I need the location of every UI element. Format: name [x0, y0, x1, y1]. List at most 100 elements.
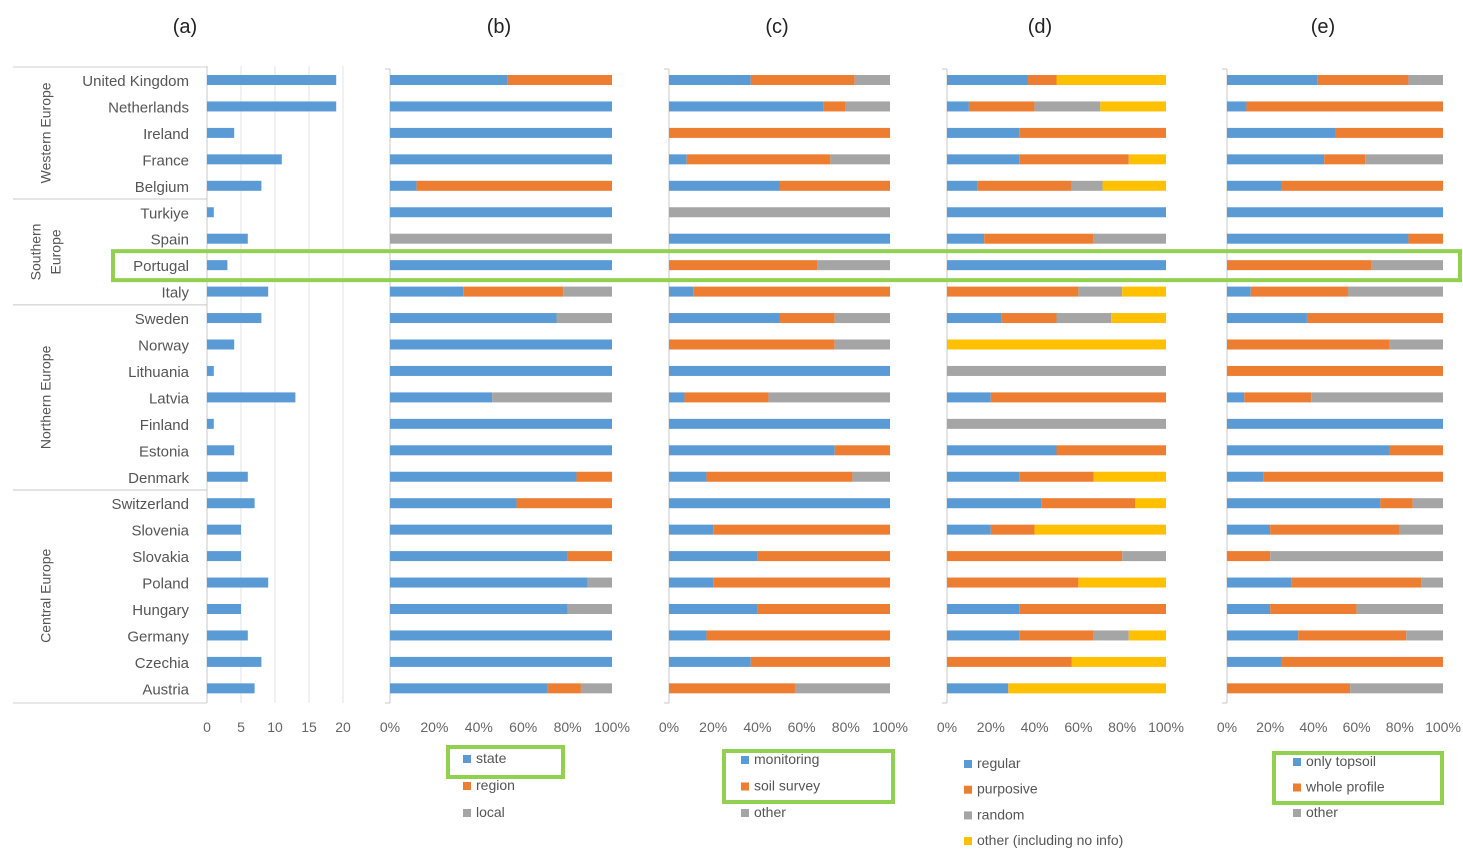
x-tick-label: 80%	[832, 719, 860, 735]
bar-segment	[1227, 260, 1372, 271]
bar-segment	[947, 551, 1123, 562]
legend-swatch	[1293, 809, 1301, 817]
bar-segment	[977, 180, 1072, 191]
bar-segment	[1028, 75, 1057, 85]
legend-swatch	[1293, 783, 1301, 792]
legend-label: only topsoil	[1306, 753, 1376, 769]
bar-segment	[1071, 180, 1103, 191]
bar-segment	[684, 392, 769, 403]
bar-segment	[563, 286, 612, 297]
bar-segment	[947, 445, 1057, 456]
bar	[207, 339, 235, 350]
bar-segment	[1408, 75, 1443, 85]
bar	[207, 524, 241, 535]
bar	[207, 286, 269, 297]
bar-segment	[817, 260, 890, 271]
bar-segment	[947, 286, 1079, 297]
country-label: Finland	[140, 417, 189, 434]
country-label: Portugal	[133, 258, 189, 275]
bar-segment	[416, 180, 612, 191]
bar-segment	[390, 524, 612, 535]
highlight-legend-c	[722, 749, 895, 804]
legend-label: region	[476, 777, 515, 793]
bar-segment	[1071, 656, 1166, 667]
bar	[207, 471, 248, 482]
bar-segment	[556, 313, 612, 324]
bar-segment	[669, 524, 714, 535]
bar-segment	[1041, 498, 1136, 509]
x-tick-label: 80%	[554, 719, 582, 735]
bar-segment	[947, 604, 1020, 614]
bar-segment	[1227, 233, 1409, 244]
bar-segment	[669, 471, 707, 482]
bar-segment	[1019, 630, 1094, 641]
bar-segment	[1298, 630, 1407, 641]
x-tick-label: 40%	[1299, 719, 1327, 735]
bar-segment	[947, 656, 1072, 667]
bar-segment	[1008, 683, 1166, 694]
bar-segment	[567, 604, 612, 614]
bar-segment	[1128, 630, 1166, 641]
bar-segment	[1371, 260, 1443, 271]
bar-segment	[947, 577, 1079, 588]
bar-segment	[1317, 75, 1409, 85]
legend-swatch	[463, 755, 471, 763]
x-tick-label: 0%	[937, 719, 957, 735]
bar-segment	[1100, 101, 1166, 112]
bar	[207, 154, 282, 165]
bar-segment	[669, 101, 824, 112]
bar-segment	[669, 498, 890, 509]
bar-segment	[390, 286, 464, 297]
panel-c: (c) 0% 20% 40% 60% 80% 100% monitoring soil surv…	[659, 16, 908, 820]
legend-label: other	[1306, 804, 1338, 820]
bar-segment	[1227, 524, 1271, 535]
panel-e-title: (e)	[1311, 16, 1335, 38]
bar	[207, 260, 228, 271]
bar-segment	[1227, 604, 1271, 614]
bar-segment	[669, 418, 890, 429]
bar-segment	[947, 154, 1020, 165]
bar-segment	[576, 471, 612, 482]
bar	[207, 683, 255, 694]
legend-label: purposive	[977, 781, 1038, 797]
bar	[207, 233, 248, 244]
bar-segment	[750, 75, 855, 85]
x-tick-label: 60%	[509, 719, 537, 735]
bar-segment	[669, 75, 751, 85]
bar-segment	[1227, 418, 1443, 429]
bar	[207, 577, 269, 588]
bar-segment	[1001, 313, 1057, 324]
x-tick-label: 20%	[420, 719, 448, 735]
bar-segment	[1093, 630, 1129, 641]
bar-segment	[845, 101, 890, 112]
bar-segment	[1246, 101, 1443, 112]
x-tick-label: 0	[203, 719, 211, 735]
highlights	[111, 249, 1462, 805]
bar-segment	[669, 339, 835, 350]
x-tick-label: 60%	[1064, 719, 1092, 735]
bar-segment	[390, 683, 548, 694]
bar-segment	[947, 392, 991, 403]
bar-segment	[1281, 180, 1443, 191]
bar-segment	[669, 683, 795, 694]
panel-a-title: (a)	[173, 16, 197, 38]
x-tick-label: 0%	[380, 719, 400, 735]
bar-segment	[390, 656, 612, 667]
country-label: Germany	[127, 628, 189, 645]
bar-segment	[1227, 683, 1351, 694]
country-label: Hungary	[132, 602, 189, 619]
bar-segment	[390, 445, 612, 456]
bar-segment	[390, 471, 577, 482]
bar-segment	[947, 339, 1166, 350]
bar-segment	[794, 683, 890, 694]
country-label: Latvia	[149, 390, 190, 407]
bar-segment	[669, 445, 835, 456]
legend-label: regular	[977, 755, 1021, 771]
bar-segment	[390, 233, 612, 244]
legend-swatch	[964, 760, 972, 768]
highlight-legend-e	[1272, 751, 1444, 805]
x-tick-label: 10	[267, 719, 283, 735]
bar	[207, 101, 337, 112]
bar-segment	[1347, 286, 1443, 297]
bar-segment	[1034, 101, 1101, 112]
